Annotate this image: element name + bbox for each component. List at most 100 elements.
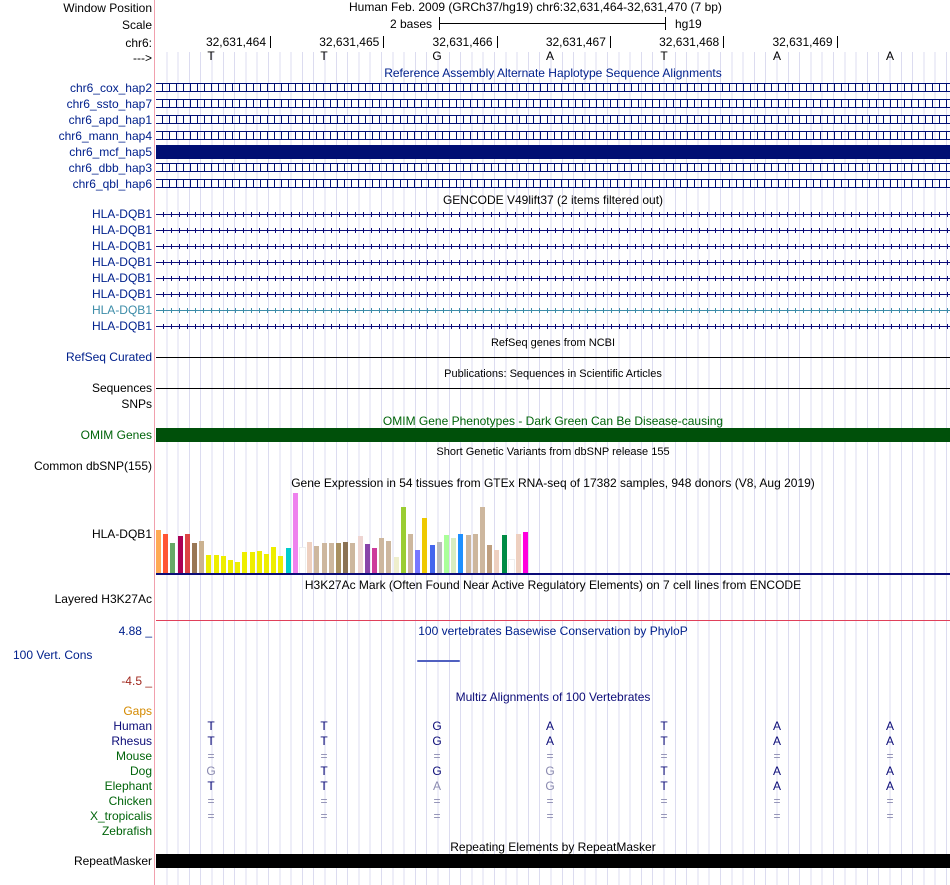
gtex-tissue-bar[interactable] (400, 507, 406, 573)
gtex-tissue-bar[interactable] (507, 559, 515, 574)
gtex-tissue-bar[interactable] (415, 550, 421, 573)
haplotype-bar[interactable] (156, 163, 950, 172)
gtex-tissue-bar[interactable] (393, 557, 399, 573)
gtex-tissue-bar[interactable] (292, 493, 298, 573)
haplotype-bar[interactable] (156, 115, 950, 124)
gtex-tissue-bar[interactable] (523, 532, 529, 573)
gencode-transcript-label[interactable]: HLA-DQB1 (91, 239, 152, 253)
gencode-transcript-bar[interactable] (156, 306, 950, 314)
conservation-signal[interactable] (417, 660, 460, 662)
gencode-track-title[interactable]: GENCODE V49lift37 (2 items filtered out) (442, 193, 664, 207)
gencode-transcript-label[interactable]: HLA-DQB1 (91, 287, 152, 301)
gtex-tissue-bar[interactable] (314, 546, 320, 573)
gtex-tissue-bar[interactable] (264, 554, 269, 573)
dbsnp-label[interactable]: Common dbSNP(155) (33, 459, 152, 473)
haplotype-bar[interactable] (156, 83, 950, 92)
gtex-tissue-bar[interactable] (436, 542, 442, 573)
omim-track-title[interactable]: OMIM Gene Phenotypes - Dark Green Can Be… (382, 414, 724, 428)
gtex-tissue-bar[interactable] (184, 534, 190, 573)
multiz-species-label[interactable]: Zebrafish (101, 824, 152, 838)
gtex-label[interactable]: HLA-DQB1 (91, 527, 152, 541)
haplotype-label[interactable]: chr6_mann_hap4 (58, 129, 152, 143)
gencode-transcript-bar[interactable] (156, 290, 950, 298)
gtex-tissue-bar[interactable] (458, 534, 464, 573)
gtex-tissue-bar[interactable] (444, 535, 449, 573)
gtex-tissue-bar[interactable] (451, 538, 457, 573)
h3k27ac-track-title[interactable]: H3K27Ac Mark (Often Found Near Active Re… (304, 578, 802, 592)
gencode-transcript-bar[interactable] (156, 258, 950, 266)
gtex-tissue-bar[interactable] (228, 560, 233, 573)
publications-line[interactable] (156, 388, 950, 389)
gtex-tissue-bar[interactable] (307, 542, 313, 573)
omim-label[interactable]: OMIM Genes (80, 428, 152, 442)
repeatmasker-label[interactable]: RepeatMasker (73, 854, 152, 868)
haplotype-bar[interactable] (156, 145, 950, 159)
gtex-tissue-bar[interactable] (177, 536, 183, 573)
gtex-tissue-bar[interactable] (487, 545, 493, 573)
gencode-transcript-label[interactable]: HLA-DQB1 (91, 319, 152, 333)
publications-label-snps[interactable]: SNPs (121, 397, 152, 411)
haplotype-label[interactable]: chr6_mcf_hap5 (69, 145, 152, 159)
multiz-track-title[interactable]: Multiz Alignments of 100 Vertebrates (455, 690, 651, 704)
gencode-transcript-label[interactable]: HLA-DQB1 (91, 255, 152, 269)
gtex-tissue-bar[interactable] (343, 542, 349, 573)
repeatmasker-track-title[interactable]: Repeating Elements by RepeatMasker (450, 840, 656, 854)
gtex-tissue-bar[interactable] (156, 530, 161, 573)
gtex-tissue-bar[interactable] (386, 541, 392, 573)
gtex-tissue-bar[interactable] (256, 551, 262, 573)
gencode-transcript-bar[interactable] (156, 274, 950, 282)
gtex-tissue-bar[interactable] (199, 541, 205, 573)
haplotype-bar[interactable] (156, 179, 950, 188)
haplotype-bar[interactable] (156, 99, 950, 108)
gtex-tissue-bar[interactable] (364, 544, 370, 573)
gencode-transcript-bar[interactable] (156, 226, 950, 234)
gencode-transcript-bar[interactable] (156, 242, 950, 250)
gtex-tissue-bar[interactable] (501, 535, 507, 573)
gtex-tissue-bar[interactable] (379, 538, 385, 573)
gtex-tissue-bar[interactable] (357, 536, 363, 573)
gencode-transcript-label[interactable]: HLA-DQB1 (91, 303, 152, 317)
gtex-tissue-bar[interactable] (285, 548, 291, 573)
refseq-label[interactable]: RefSeq Curated (65, 350, 152, 364)
gtex-tissue-bar[interactable] (350, 543, 356, 573)
refseq-line[interactable] (156, 357, 950, 358)
gtex-tissue-bar[interactable] (206, 555, 212, 573)
gtex-tissue-bar[interactable] (249, 552, 255, 573)
gtex-tissue-bar[interactable] (271, 547, 277, 573)
gtex-chart[interactable] (156, 491, 950, 574)
gtex-tissue-bar[interactable] (235, 562, 241, 573)
gtex-tissue-bar[interactable] (242, 552, 248, 573)
gencode-transcript-label[interactable]: HLA-DQB1 (91, 271, 152, 285)
gtex-tissue-bar[interactable] (170, 543, 176, 573)
publications-label-sequences[interactable]: Sequences (91, 381, 152, 395)
gtex-tissue-bar[interactable] (299, 547, 306, 574)
gencode-transcript-bar[interactable] (156, 322, 950, 330)
haplotype-label[interactable]: chr6_ssto_hap7 (66, 97, 152, 111)
gtex-tissue-bar[interactable] (213, 555, 219, 573)
gtex-tissue-bar[interactable] (336, 543, 341, 573)
haplotype-label[interactable]: chr6_qbl_hap6 (72, 177, 152, 191)
gencode-transcript-label[interactable]: HLA-DQB1 (91, 223, 152, 237)
gtex-tissue-bar[interactable] (480, 507, 485, 573)
gtex-tissue-bar[interactable] (328, 543, 334, 573)
gencode-transcript-bar[interactable] (156, 210, 950, 218)
gtex-tissue-bar[interactable] (372, 548, 377, 573)
haplotype-bar[interactable] (156, 131, 950, 140)
gtex-tissue-bar[interactable] (422, 518, 428, 573)
refseq-track-title[interactable]: RefSeq genes from NCBI (490, 337, 616, 349)
multiz-species-label[interactable]: Rhesus (111, 734, 152, 748)
gtex-track-title[interactable]: Gene Expression in 54 tissues from GTEx … (291, 476, 815, 490)
haplotype-label[interactable]: chr6_cox_hap2 (69, 81, 152, 95)
gtex-tissue-bar[interactable] (465, 535, 471, 573)
multiz-species-label[interactable]: Elephant (104, 779, 152, 793)
haplotype-label[interactable]: chr6_apd_hap1 (68, 113, 152, 127)
gtex-tissue-bar[interactable] (429, 545, 435, 573)
conservation-track-title[interactable]: 100 vertebrates Basewise Conservation by… (418, 624, 688, 638)
dbsnp-track-title[interactable]: Short Genetic Variants from dbSNP releas… (436, 446, 670, 458)
gtex-tissue-bar[interactable] (220, 556, 226, 573)
publications-track-title[interactable]: Publications: Sequences in Scientific Ar… (444, 368, 662, 380)
multiz-species-label[interactable]: Dog (129, 764, 152, 778)
omim-bar[interactable] (156, 428, 950, 442)
h3k27ac-label[interactable]: Layered H3K27Ac (54, 592, 152, 606)
alt-haplotype-track-title[interactable]: Reference Assembly Alternate Haplotype S… (384, 66, 722, 80)
